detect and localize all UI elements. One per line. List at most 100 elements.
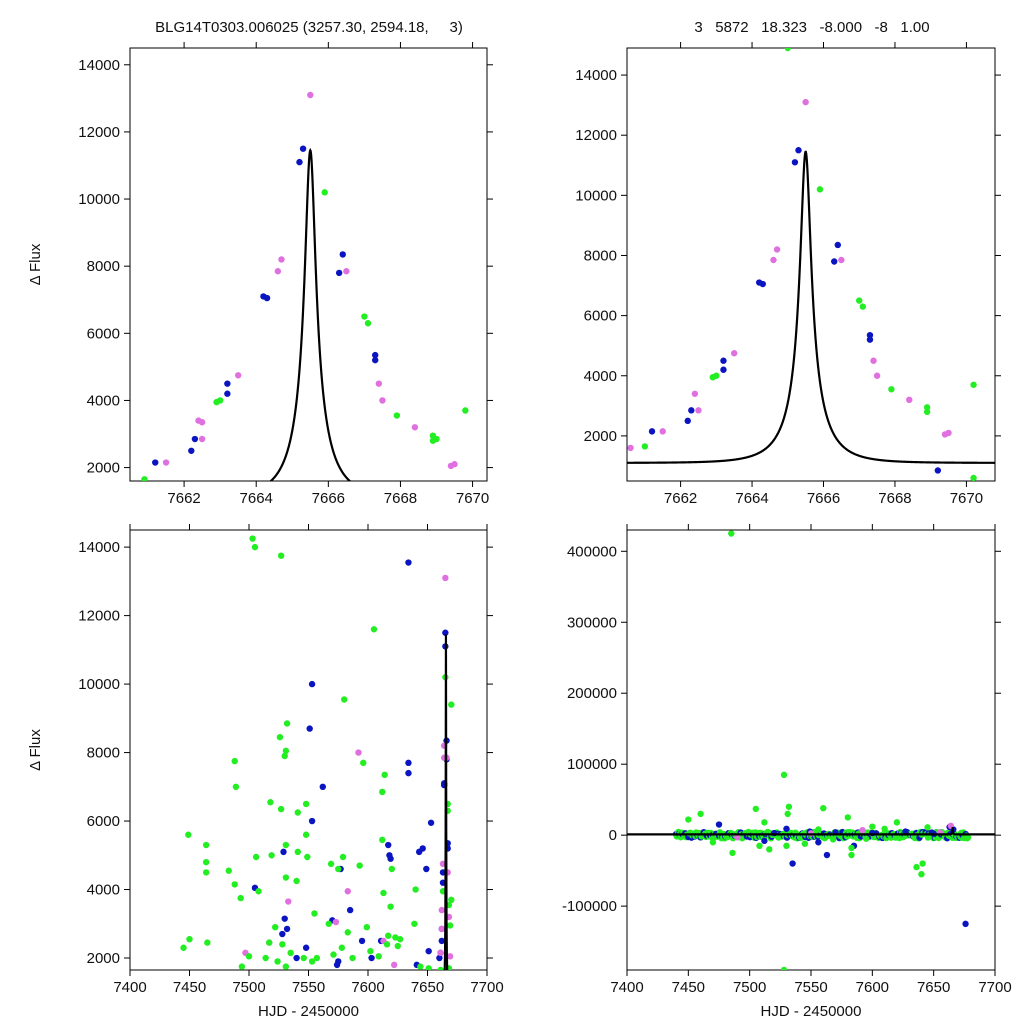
data-point-green [349, 954, 356, 962]
data-point-green [728, 530, 735, 537]
panel-top-left: 7662 7664 7666 7668 7670 2000 4000 6000 8000 1000… [27, 42, 493, 507]
data-point-green [685, 816, 692, 823]
data-point-green [697, 810, 704, 818]
y-tick-label: 14000 [78, 57, 120, 74]
data-point-green [388, 865, 395, 873]
data-point-green [375, 953, 382, 960]
data-point-green [274, 958, 281, 965]
data-point-green [425, 965, 432, 970]
x-tick-label: 7650 [411, 979, 444, 996]
data-point-green [363, 923, 371, 931]
data-point-blue [866, 331, 874, 339]
y-tick-label: 12000 [575, 127, 617, 144]
data-point-violet [734, 834, 741, 841]
data-point-green [783, 842, 790, 850]
data-point-green [185, 831, 192, 838]
data-point-blue [319, 783, 326, 791]
data-point-green [784, 48, 791, 52]
data-point-violet [278, 256, 285, 263]
data-point-green [308, 958, 316, 965]
data-point-green [367, 947, 374, 955]
data-point-blue [789, 860, 796, 867]
data-point-green [970, 474, 977, 481]
data-point-green [411, 920, 418, 927]
data-point-violet [355, 749, 362, 756]
data-point-violet [873, 372, 881, 379]
data-point-violet [770, 256, 777, 264]
data-point-green [271, 923, 279, 931]
data-point-green [249, 535, 256, 542]
y-tick-label: 8000 [584, 247, 617, 264]
data-point-blue [815, 839, 822, 846]
data-point [964, 834, 972, 841]
x-tick-label: 7664 [240, 490, 273, 507]
data-point-blue [280, 848, 287, 856]
data-point-green [313, 954, 321, 962]
data-point-green [863, 835, 870, 842]
data-point-green [370, 626, 378, 633]
data-point-blue [405, 759, 412, 767]
data-point-green [417, 963, 424, 970]
data-point-violet [906, 396, 913, 404]
data-point-green [282, 841, 290, 849]
x-tick-label: 7666 [807, 490, 840, 507]
data-point-blue [684, 417, 691, 425]
y-tick-label: 12000 [78, 608, 120, 625]
data-point-blue [761, 837, 768, 845]
data-point-green [338, 944, 346, 951]
data-point-violet [773, 246, 781, 253]
data-point-violet [451, 461, 458, 468]
data-point-green [237, 894, 244, 902]
data-point-violet [945, 429, 952, 437]
data-point-blue [339, 251, 346, 258]
data-point-blue [358, 937, 366, 945]
x-tick-label: 7650 [917, 979, 950, 996]
data-point-green [729, 849, 736, 857]
data-point-blue [648, 428, 656, 435]
x-tick-label: 7450 [173, 979, 206, 996]
y-tick-label: 4000 [87, 882, 120, 899]
data-point-blue [281, 915, 288, 922]
data-point-green [923, 404, 931, 411]
y-tick-label: -100000 [562, 898, 617, 915]
data-point-green [829, 836, 837, 843]
data-point-green [287, 949, 294, 957]
x-tick-label: 7666 [312, 490, 345, 507]
data-point-violet [307, 91, 314, 99]
data-point-green [277, 552, 285, 559]
data-point-green [255, 888, 262, 895]
data-point-green [380, 889, 387, 897]
data-point-green [141, 476, 148, 481]
data-point-violet [730, 350, 738, 357]
data-point-blue [346, 906, 354, 914]
data-point-blue [720, 357, 727, 364]
data-point-blue [688, 407, 695, 414]
data-point-green [262, 954, 269, 962]
data-point-green [282, 963, 290, 970]
data-point-green [919, 860, 926, 867]
data-point-green [383, 941, 391, 948]
x-tick-label: 7400 [113, 979, 146, 996]
data-point-green [387, 903, 394, 910]
data-point-violet [390, 961, 398, 969]
data-point-green [761, 819, 768, 826]
data-point-green [381, 771, 388, 779]
data-point-green [752, 805, 759, 813]
data-point-green [361, 313, 368, 320]
y-tick-label: 4000 [584, 368, 617, 385]
data-point-green [276, 733, 284, 741]
data-point-green [335, 865, 342, 873]
data-point-violet [343, 268, 350, 275]
data-point-blue [795, 147, 802, 154]
data-point-violet [438, 906, 445, 914]
data-point-violet [375, 380, 383, 387]
data-point-blue [335, 269, 343, 277]
y-tick-label: 2000 [584, 428, 617, 445]
data-point-violet [285, 898, 292, 905]
data-point-blue [152, 459, 159, 466]
data-point-green [756, 842, 763, 850]
y-tick-label: 14000 [575, 67, 617, 84]
data-point-green [888, 386, 895, 393]
y-tick-label: 6000 [87, 813, 120, 830]
data-point-green [300, 954, 307, 962]
